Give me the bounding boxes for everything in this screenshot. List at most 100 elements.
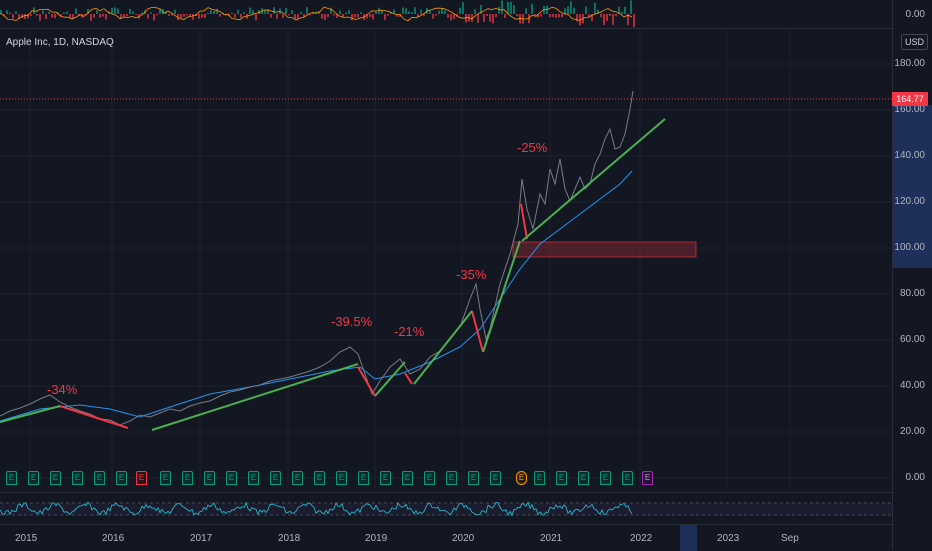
time-label: 2019	[365, 533, 388, 544]
oscillator-bar	[432, 14, 434, 19]
oscillator-bar	[84, 14, 86, 16]
oscillator-bar	[6, 10, 8, 14]
main-chart-pane[interactable]: Apple Inc, 1D, NASDAQ -34% -39.5% -21% -…	[0, 29, 892, 491]
earnings-marker[interactable]: E	[160, 471, 171, 485]
drawdown-label-2021: -25%	[517, 140, 548, 155]
earnings-marker[interactable]: E	[358, 471, 369, 485]
oscillator-bar	[216, 8, 218, 14]
oscillator-bar	[300, 11, 302, 14]
earnings-marker[interactable]: E	[516, 471, 527, 485]
oscillator-bar	[624, 6, 626, 14]
oscillator-chart-bottom	[0, 501, 892, 517]
oscillator-bar	[201, 14, 203, 18]
oscillator-bar	[318, 11, 320, 14]
earnings-marker[interactable]: E	[336, 471, 347, 485]
oscillator-bar	[561, 14, 563, 18]
oscillator-bar	[168, 14, 170, 17]
oscillator-bar	[615, 14, 617, 17]
oscillator-bar	[240, 14, 242, 19]
oscillator-bar	[525, 8, 527, 14]
earnings-marker[interactable]: E	[226, 471, 237, 485]
oscillator-chart-top	[0, 0, 635, 28]
oscillator-bar	[102, 14, 104, 17]
oscillator-bar	[327, 14, 329, 18]
oscillator-bar	[258, 10, 260, 14]
oscillator-bar	[294, 14, 296, 19]
oscillator-bar	[354, 14, 356, 18]
earnings-marker[interactable]: E	[50, 471, 61, 485]
oscillator-bar	[465, 14, 467, 23]
top-pane-zero-label: 0.00	[905, 9, 925, 20]
oscillator-bar	[99, 14, 101, 18]
price-axis[interactable]: 0.00 USD 180.00 160.00 140.00 120.00 100…	[892, 0, 932, 550]
earnings-marker[interactable]: E	[534, 471, 545, 485]
earnings-marker[interactable]: E	[578, 471, 589, 485]
oscillator-bar	[276, 14, 278, 19]
oscillator-bar	[441, 8, 443, 14]
earnings-marker[interactable]: E	[314, 471, 325, 485]
oscillator-bar	[90, 14, 92, 21]
oscillator-bar	[222, 12, 224, 14]
earnings-marker[interactable]: E	[116, 471, 127, 485]
earnings-marker[interactable]: E	[446, 471, 457, 485]
oscillator-pane-bottom[interactable]	[0, 492, 892, 525]
oscillator-bar	[435, 14, 437, 16]
oscillator-bar	[321, 14, 323, 19]
earnings-marker[interactable]: E	[600, 471, 611, 485]
earnings-marker[interactable]: E	[182, 471, 193, 485]
oscillator-bar	[489, 14, 491, 22]
oscillator-bar	[477, 14, 479, 23]
oscillator-bar	[339, 10, 341, 14]
oscillator-bar	[273, 7, 275, 14]
earnings-marker[interactable]: E	[204, 471, 215, 485]
earnings-marker[interactable]: E	[28, 471, 39, 485]
oscillator-bar	[330, 7, 332, 14]
oscillator-bar	[291, 10, 293, 14]
oscillator-bar	[249, 7, 251, 14]
oscillator-bar	[447, 14, 449, 18]
earnings-marker[interactable]: E	[490, 471, 501, 485]
oscillator-bar	[48, 11, 50, 14]
oscillator-bar	[147, 14, 149, 19]
earnings-marker[interactable]: E	[72, 471, 83, 485]
oscillator-bar	[219, 14, 221, 17]
earnings-marker[interactable]: E	[556, 471, 567, 485]
oscillator-bar	[9, 12, 11, 14]
earnings-marker[interactable]: E	[402, 471, 413, 485]
earnings-marker[interactable]: E	[424, 471, 435, 485]
oscillator-bar	[507, 1, 509, 14]
time-label: 2017	[190, 533, 213, 544]
oscillator-bar	[384, 14, 386, 20]
earnings-marker[interactable]: E	[136, 471, 147, 485]
oscillator-bar	[459, 7, 461, 14]
oscillator-bar	[243, 12, 245, 14]
earnings-marker[interactable]: E	[94, 471, 105, 485]
earnings-marker[interactable]: E	[248, 471, 259, 485]
currency-button[interactable]: USD	[900, 34, 928, 50]
oscillator-bar	[540, 14, 542, 17]
oscillator-bar	[255, 14, 257, 21]
time-label: 2022	[630, 533, 653, 544]
oscillator-bar	[549, 14, 551, 18]
oscillator-bar	[153, 14, 155, 21]
oscillator-bar	[423, 14, 425, 16]
oscillator-pane-top[interactable]	[0, 0, 892, 29]
earnings-marker[interactable]: E	[292, 471, 303, 485]
oscillator-bar	[297, 14, 299, 20]
earnings-marker-upcoming[interactable]: E	[642, 471, 653, 485]
drawdown-label-2019: -21%	[394, 324, 425, 339]
earnings-marker[interactable]: E	[270, 471, 281, 485]
oscillator-bar	[210, 10, 212, 14]
oscillator-bar	[63, 12, 65, 14]
symbol-title[interactable]: Apple Inc, 1D, NASDAQ	[6, 37, 114, 48]
earnings-marker[interactable]: E	[468, 471, 479, 485]
oscillator-bar	[375, 11, 377, 14]
time-axis[interactable]: 2015 2016 2017 2018 2019 2020 2021 2022 …	[0, 524, 892, 551]
time-label: 2020	[452, 533, 475, 544]
oscillator-bar	[123, 14, 125, 17]
earnings-marker[interactable]: E	[380, 471, 391, 485]
oscillator-bar	[357, 14, 359, 18]
earnings-marker[interactable]: E	[6, 471, 17, 485]
oscillator-bar	[30, 14, 32, 17]
earnings-marker[interactable]: E	[622, 471, 633, 485]
